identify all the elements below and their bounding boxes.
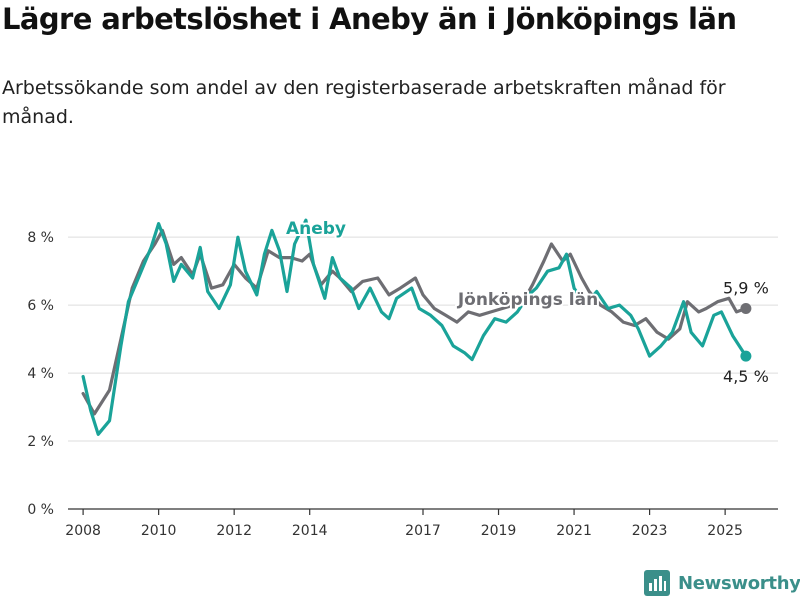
y-tick-label: 0 %: [27, 502, 54, 518]
x-tick-label: 2025: [707, 523, 743, 539]
end-marker-aneby: [740, 350, 752, 362]
x-tick-label: 2019: [481, 523, 517, 539]
series-line-jonkopings-lan: [81, 228, 748, 416]
end-value-label-aneby: 4,5 %: [723, 367, 769, 386]
x-tick-label: 2017: [405, 523, 441, 539]
x-tick-label: 2008: [65, 523, 101, 539]
x-tick-label: 2012: [216, 523, 252, 539]
bar-chart-logo-icon: [644, 570, 670, 596]
x-tick-label: 2014: [292, 523, 328, 539]
y-tick-label: 4 %: [27, 366, 54, 382]
series-label-aneby: Aneby: [286, 219, 346, 239]
x-tick-label: 2021: [556, 523, 592, 539]
series-line-aneby: [81, 218, 748, 436]
x-tick-label: 2010: [141, 523, 177, 539]
y-tick-label: 2 %: [27, 434, 54, 450]
chart-title: Lägre arbetslöshet i Aneby än i Jönköpin…: [2, 2, 737, 36]
y-tick-label: 6 %: [27, 298, 54, 314]
brand-logo: Newsworthy: [644, 568, 800, 598]
brand-name: Newsworthy: [678, 572, 800, 594]
end-marker-jonkopings-lan: [740, 303, 752, 315]
chart-subtitle: Arbetssökande som andel av den registerb…: [2, 77, 726, 128]
series-label-jonkopings-lan: Jönköpings län: [457, 290, 598, 310]
x-tick-label: 2023: [632, 523, 668, 539]
y-tick-label: 8 %: [27, 230, 54, 246]
end-value-label-jonkopings-lan: 5,9 %: [723, 279, 769, 298]
